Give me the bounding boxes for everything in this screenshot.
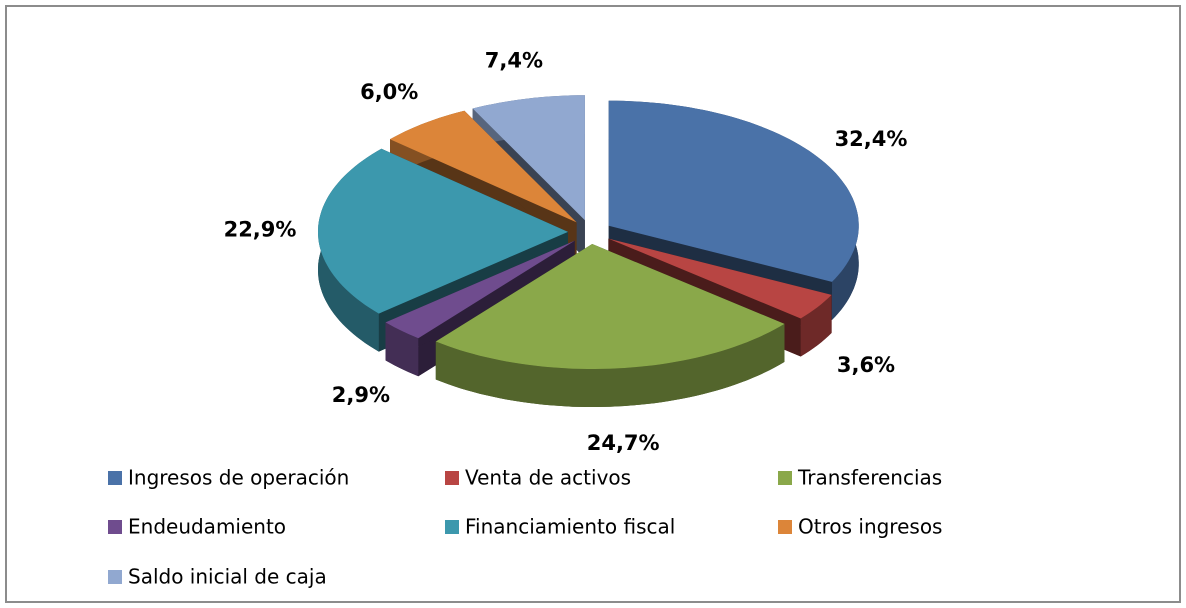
slice-side bbox=[435, 323, 785, 407]
legend-label: Venta de activos bbox=[465, 466, 631, 490]
data-label: 32,4% bbox=[835, 127, 908, 151]
slice bbox=[390, 110, 577, 223]
legend-swatch bbox=[445, 471, 459, 485]
legend-label: Transferencias bbox=[797, 466, 942, 490]
slice bbox=[318, 148, 568, 314]
legend-swatch bbox=[778, 520, 792, 534]
slice-wall bbox=[385, 240, 575, 361]
legend-label: Financiamiento fiscal bbox=[465, 515, 675, 539]
data-label: 7,4% bbox=[485, 49, 543, 73]
legend-swatch bbox=[108, 520, 122, 534]
data-label: 3,6% bbox=[837, 353, 895, 377]
slice-side bbox=[385, 322, 419, 377]
legend-label: Ingresos de operación bbox=[128, 466, 349, 490]
data-label: 24,7% bbox=[587, 431, 660, 455]
data-label: 2,9% bbox=[332, 383, 390, 407]
legend-label: Endeudamiento bbox=[128, 515, 286, 539]
slice bbox=[435, 244, 785, 369]
slice-side bbox=[800, 294, 832, 357]
data-label: 22,9% bbox=[224, 218, 297, 242]
legend-swatch bbox=[778, 471, 792, 485]
legend-label: Saldo inicial de caja bbox=[128, 565, 327, 589]
data-label: 6,0% bbox=[360, 80, 418, 104]
slice bbox=[608, 100, 859, 282]
legend-swatch bbox=[108, 471, 122, 485]
legend-label: Otros ingresos bbox=[798, 515, 942, 539]
legend-swatch bbox=[445, 520, 459, 534]
slice bbox=[472, 95, 585, 221]
slice bbox=[385, 240, 575, 339]
legend-swatch bbox=[108, 570, 122, 584]
slice bbox=[608, 238, 832, 319]
